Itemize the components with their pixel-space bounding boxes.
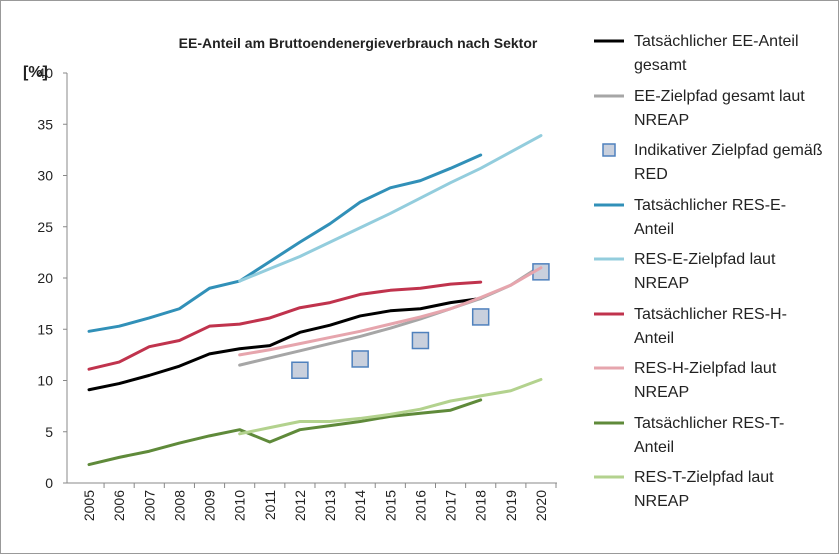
legend-entry: Tatsächlicher RES-E-Anteil	[592, 194, 832, 249]
x-tick-label: 2006	[111, 490, 127, 521]
x-tick-label: 2013	[322, 490, 338, 521]
x-tick-label: 2019	[503, 490, 519, 521]
legend-symbol-graphic	[594, 312, 624, 315]
legend-symbol	[592, 466, 626, 486]
legend-symbol	[592, 357, 626, 377]
legend-label: Tatsächlicher RES-E-Anteil	[634, 196, 787, 238]
series-line	[238, 377, 543, 436]
marker	[411, 331, 430, 350]
legend-label: RES-T-Zielpfad laut NREAP	[634, 469, 774, 510]
x-tick-label: 2017	[443, 490, 459, 521]
legend-label: Tatsächlicher RES-T-Anteil	[634, 414, 785, 456]
legend-label: Indikativer Zielpfad gemäß RED	[634, 142, 823, 183]
legend-symbol-graphic	[594, 366, 624, 370]
legend-entry: EE-Zielpfad gesamt laut NREAP	[592, 85, 832, 140]
y-axis-label: [%]	[23, 64, 48, 81]
marker	[351, 350, 369, 368]
y-tick-label: 25	[37, 219, 53, 235]
legend-entry: RES-T-Zielpfad laut NREAP	[592, 466, 832, 521]
legend-symbol-graphic	[594, 421, 624, 424]
x-tick-label: 2015	[382, 490, 398, 521]
series-line	[238, 134, 543, 283]
legend-marker	[602, 143, 616, 157]
legend-symbol-graphic	[594, 94, 624, 97]
x-tick-label: 2016	[412, 490, 428, 521]
marker	[291, 361, 309, 379]
y-tick-label: 35	[37, 116, 53, 132]
legend-symbol	[592, 248, 626, 268]
legend-symbol-graphic	[594, 39, 624, 43]
x-tick-label: 2009	[202, 490, 218, 521]
legend-entry: Tatsächlicher EE-Anteil gesamt	[592, 30, 832, 85]
legend-symbol	[592, 85, 626, 105]
y-tick-label: 40	[37, 65, 53, 81]
y-tick-label: 30	[37, 168, 53, 184]
y-tick-label: 0	[45, 475, 53, 491]
legend-symbol	[592, 303, 626, 323]
marker	[471, 308, 490, 326]
legend-symbol	[592, 30, 626, 50]
series-line	[238, 264, 543, 367]
series-line	[238, 266, 543, 357]
legend-symbol-graphic	[594, 475, 624, 479]
legend-label: RES-H-Zielpfad laut NREAP	[634, 360, 777, 401]
legend-symbol	[592, 412, 626, 432]
legend-symbol-graphic	[594, 257, 624, 261]
series-line	[87, 297, 483, 392]
y-tick-label: 15	[37, 321, 53, 337]
legend: Tatsächlicher EE-Anteil gesamt EE-Zielpfa…	[592, 30, 832, 521]
legend-symbol-graphic	[602, 143, 616, 157]
legend-label: Tatsächlicher RES-H-Anteil	[634, 305, 787, 347]
legend-symbol	[592, 194, 626, 214]
legend-entry: Tatsächlicher RES-T-Anteil	[592, 412, 832, 467]
x-tick-label: 2010	[232, 490, 248, 521]
legend-label: Tatsächlicher EE-Anteil gesamt	[634, 33, 799, 74]
x-tick-label: 2011	[262, 490, 278, 520]
legend-entry: RES-H-Zielpfad laut NREAP	[592, 357, 832, 412]
y-tick-label: 5	[45, 424, 53, 440]
x-tick-label: 2007	[141, 490, 157, 521]
x-tick-label: 2005	[81, 490, 97, 521]
chart-title: EE-Anteil am Bruttoendenergieverbrauch n…	[179, 35, 538, 51]
series-line	[87, 398, 483, 467]
x-tick-label: 2020	[533, 490, 549, 521]
legend-symbol-graphic	[594, 203, 624, 206]
x-tick-label: 2008	[171, 490, 187, 521]
series-line	[87, 153, 483, 333]
x-tick-label: 2018	[473, 490, 489, 521]
legend-symbol	[592, 139, 626, 159]
y-tick-label: 10	[37, 373, 53, 389]
legend-label: EE-Zielpfad gesamt laut NREAP	[634, 87, 805, 129]
series-line	[87, 280, 483, 371]
legend-entry: RES-E-Zielpfad laut NREAP	[592, 248, 832, 303]
legend-entry: Indikativer Zielpfad gemäß RED	[592, 139, 832, 194]
x-tick-label: 2014	[352, 490, 368, 521]
legend-entry: Tatsächlicher RES-H-Anteil	[592, 303, 832, 358]
legend-label: RES-E-Zielpfad laut NREAP	[634, 251, 776, 292]
y-tick-label: 20	[37, 270, 53, 286]
x-tick-label: 2012	[292, 490, 308, 521]
